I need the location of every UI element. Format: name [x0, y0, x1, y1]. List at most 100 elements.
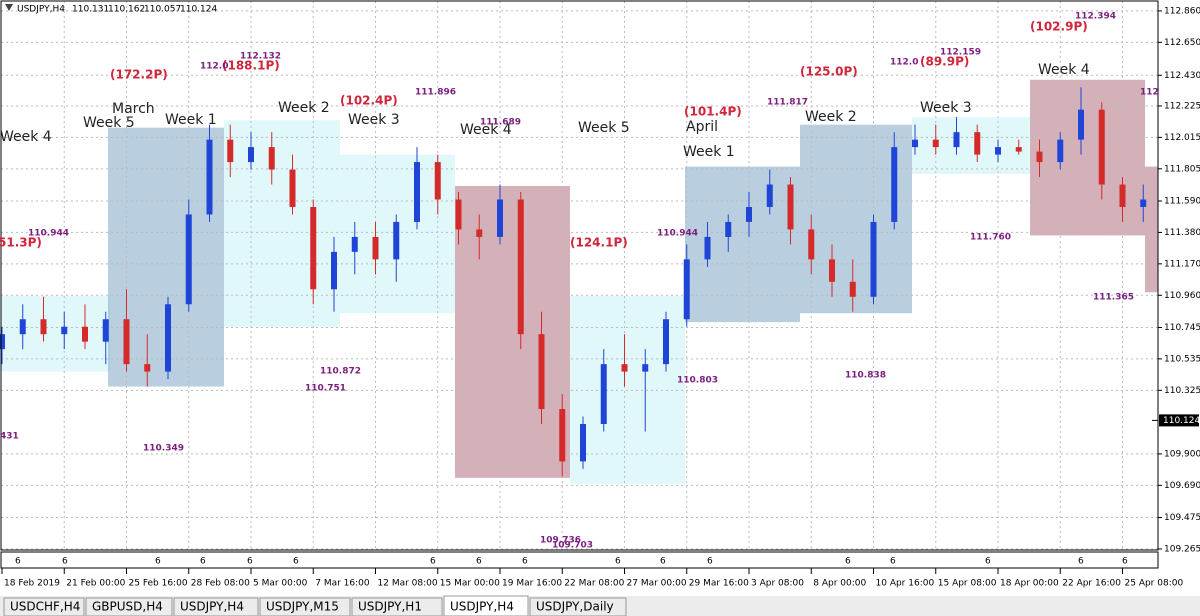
candle-body — [0, 334, 5, 350]
price-label: 111.896 — [415, 88, 456, 98]
tab-label[interactable]: USDCHF,H4 — [10, 600, 80, 614]
volume-label: 6 — [1122, 557, 1128, 567]
candle — [102, 311, 109, 365]
candle-body — [185, 214, 192, 305]
candle — [227, 124, 234, 178]
price-label: 112 — [1140, 88, 1159, 98]
candle-body — [1078, 109, 1084, 140]
week-label: Week 4 — [460, 122, 512, 138]
candle-body — [82, 326, 88, 342]
volume-label: 6 — [155, 557, 161, 567]
volume-label: 6 — [707, 557, 713, 567]
price-label: 112.394 — [1075, 12, 1116, 22]
header: USDJPY,H4 110.131 110.162 110.057 110.12… — [5, 4, 217, 15]
x-tick-label: 18 Feb 2019 — [4, 579, 60, 589]
candle — [663, 311, 669, 372]
candle — [642, 349, 649, 432]
candle-body — [746, 206, 752, 222]
tab[interactable] — [529, 597, 627, 616]
candle-body — [1036, 151, 1043, 163]
symbol: USDJPY,H4 — [17, 5, 65, 15]
tab[interactable] — [259, 597, 351, 616]
pip-label: (188.1P) — [222, 59, 280, 73]
candle — [725, 214, 732, 252]
candle-body — [372, 236, 379, 260]
tab-label[interactable]: USDJPY,H4 — [450, 600, 514, 614]
price-label: 111.817 — [767, 98, 808, 108]
price-label: 112.0 — [890, 58, 918, 68]
volume-label: 6 — [200, 557, 206, 567]
candle-body — [268, 147, 275, 170]
candle — [600, 349, 607, 432]
candle — [351, 221, 358, 275]
price-label: 109.736 — [540, 536, 581, 546]
week-label: Week 2 — [278, 100, 330, 116]
candle — [517, 192, 524, 350]
y-tick-label: 112.650 — [1164, 38, 1200, 48]
candle-body — [725, 221, 732, 237]
candle — [538, 311, 545, 424]
price-label: 109.703 — [552, 541, 593, 551]
tab[interactable] — [173, 597, 259, 616]
candle — [1057, 132, 1064, 170]
y-tick-label: 110.960 — [1164, 291, 1200, 301]
candle-body — [206, 139, 213, 215]
price-label: 431 — [0, 432, 19, 442]
tab[interactable] — [351, 597, 443, 616]
tab-label[interactable]: USDJPY,M15 — [266, 600, 339, 614]
pip-label: (102.4P) — [340, 94, 398, 108]
candle — [829, 244, 835, 297]
pip-label: (125.0P) — [800, 65, 858, 79]
price-label: 111.365 — [1093, 293, 1134, 303]
candle — [870, 214, 877, 305]
y-tick-label: 112.430 — [1164, 71, 1200, 81]
candle — [849, 259, 856, 312]
candle — [1036, 139, 1043, 178]
tab-label[interactable]: GBPUSD,H4 — [92, 600, 163, 614]
candle-body — [123, 319, 130, 365]
tab-label[interactable]: USDJPY,H1 — [358, 600, 422, 614]
candle-body — [165, 304, 171, 372]
candle — [144, 334, 151, 387]
x-tick-label: 29 Mar 16:00 — [689, 579, 749, 589]
candle — [19, 304, 26, 350]
y-tick-label: 111.380 — [1164, 228, 1200, 238]
y-tick-label: 111.590 — [1164, 196, 1200, 206]
ohlc: 110.131 — [72, 5, 109, 15]
volume-label: 6 — [62, 557, 68, 567]
candle-body — [891, 147, 898, 222]
x-tick-label: 22 Apr 16:00 — [1062, 579, 1121, 589]
volume-label: 6 — [845, 557, 851, 567]
x-tick-label: 7 Mar 16:00 — [315, 579, 370, 589]
candle — [61, 311, 68, 350]
tab-label[interactable]: USDJPY,Daily — [536, 600, 614, 614]
pip-label: (172.2P) — [110, 68, 168, 82]
candle — [580, 416, 586, 469]
week-box — [455, 186, 570, 478]
week-label: Week 5 — [83, 115, 135, 131]
candle-body — [289, 169, 296, 207]
tab[interactable] — [85, 597, 173, 616]
x-tick-label: 15 Apr 08:00 — [938, 579, 997, 589]
candle-body — [704, 236, 711, 260]
candle — [974, 124, 981, 163]
price-label: 110.838 — [845, 371, 886, 381]
y-tick-label: 109.475 — [1164, 513, 1200, 523]
pip-label: (101.4P) — [684, 105, 742, 119]
week-label: Week 4 — [1038, 62, 1090, 78]
tab[interactable] — [3, 597, 85, 616]
candle — [455, 192, 462, 245]
volume-label: 6 — [247, 557, 253, 567]
x-tick-label: 27 Mar 00:00 — [627, 579, 687, 589]
week-label: Week 1 — [165, 112, 217, 128]
candle-body — [1119, 184, 1126, 207]
volume-label: 6 — [615, 557, 621, 567]
week-box — [224, 120, 340, 327]
candle-body — [912, 139, 918, 148]
tab[interactable] — [443, 595, 529, 616]
volume-label: 6 — [430, 557, 436, 567]
volume-label: 6 — [293, 557, 299, 567]
x-tick-label: 3 Apr 08:00 — [751, 579, 804, 589]
tab-label[interactable]: USDJPY,H4 — [180, 600, 244, 614]
price-label: 112.132 — [240, 52, 281, 62]
